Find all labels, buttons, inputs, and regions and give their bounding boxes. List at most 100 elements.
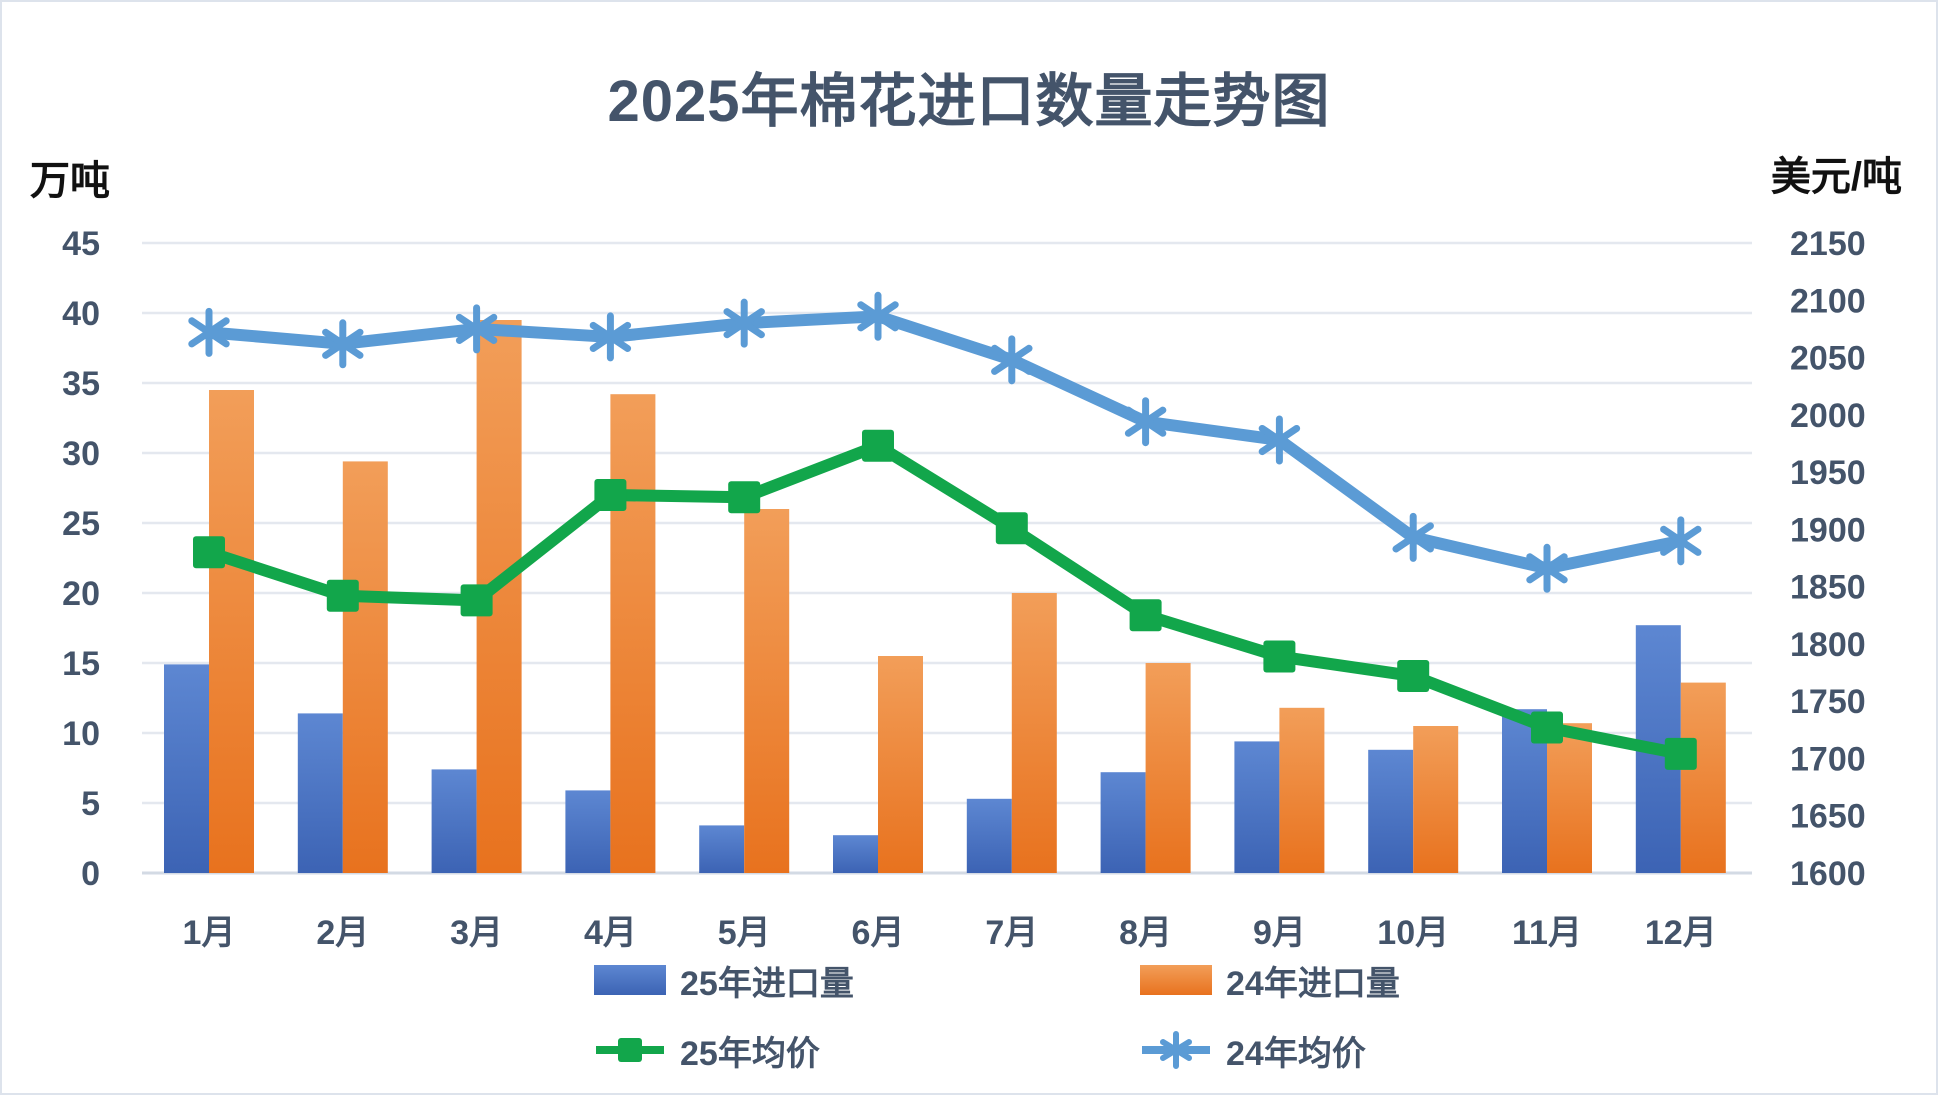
marker-24-price-asterisk xyxy=(589,312,632,362)
marker-24-price-asterisk xyxy=(188,307,230,357)
x-axis-label: 9月 xyxy=(1253,914,1306,952)
bar-24-import xyxy=(610,394,656,873)
marker-25-price-square xyxy=(995,512,1028,545)
bar-25-import xyxy=(565,790,611,873)
bar-25-import xyxy=(699,825,745,873)
x-axis-label: 12月 xyxy=(1645,914,1717,952)
marker-25-price-square xyxy=(1129,599,1162,632)
right-axis-tick: 1600 xyxy=(1790,855,1866,893)
marker-25-price-square xyxy=(1664,737,1697,770)
right-axis-tick: 2150 xyxy=(1790,225,1866,263)
legend-swatch-24-price-line xyxy=(1142,1031,1210,1069)
x-axis-label: 4月 xyxy=(584,914,637,952)
marker-25-price-square xyxy=(193,536,225,569)
x-axis-label: 1月 xyxy=(183,914,236,952)
bar-25-import xyxy=(164,664,209,873)
legend-label: 24年均价 xyxy=(1226,1034,1366,1073)
left-axis-tick: 45 xyxy=(62,225,100,263)
line-24-price xyxy=(203,310,1687,575)
legend-label: 25年均价 xyxy=(680,1034,820,1073)
right-axis-tick: 2100 xyxy=(1790,282,1866,320)
bar-24-import xyxy=(342,461,388,873)
bar-24-import xyxy=(209,390,254,873)
legend-swatch-25-price-line xyxy=(596,1038,664,1062)
chart-title: 2025年棉花进口数量走势图 xyxy=(607,69,1331,134)
bar-24-import xyxy=(878,656,923,873)
x-axis-label: 6月 xyxy=(852,914,905,952)
left-axis-tick: 15 xyxy=(62,645,100,683)
marker-25-price-square xyxy=(460,584,493,617)
marker-24-price-asterisk xyxy=(455,304,498,354)
marker-24-price-asterisk xyxy=(1258,415,1301,465)
legend-asterisk-marker-icon xyxy=(1160,1031,1192,1069)
bar-25-import xyxy=(431,769,477,873)
marker-25-price-square xyxy=(728,481,761,514)
line-25-price xyxy=(203,439,1687,760)
bar-24-import xyxy=(1547,723,1592,873)
bar-24-import xyxy=(1011,593,1057,873)
legend-square-marker-icon xyxy=(618,1038,642,1062)
bar-25-import xyxy=(1100,772,1146,873)
bar-25-import xyxy=(833,835,878,873)
x-axis-label: 11月 xyxy=(1512,914,1582,952)
legend-item-24-import: 24年进口量 xyxy=(1140,958,1400,1003)
legend-item-25-price: 25年均价 xyxy=(594,1028,820,1073)
bar-25-import xyxy=(966,798,1012,873)
gridlines xyxy=(142,241,1752,875)
left-axis-tick: 10 xyxy=(62,715,100,753)
right-axis-tick: 1650 xyxy=(1790,798,1866,836)
legend-swatch-25-import-bar xyxy=(594,965,666,995)
x-axis-label: 8月 xyxy=(1119,914,1172,952)
line-series xyxy=(188,291,1702,770)
bar-24-import xyxy=(1279,707,1325,873)
marker-24-price-asterisk xyxy=(1660,516,1702,566)
marker-24-price-asterisk xyxy=(1392,512,1434,562)
legend-label: 24年进口量 xyxy=(1226,964,1400,1003)
bar-25-import xyxy=(1234,741,1280,873)
bar-series xyxy=(164,320,1726,873)
left-axis-tick: 0 xyxy=(81,855,100,893)
legend-label: 25年进口量 xyxy=(680,964,854,1003)
axis-tick-labels: 0 5 10 15 20 25 30 35 40 45 1600 1650 1700 1750 1800 18… xyxy=(62,225,1865,952)
marker-25-price-square xyxy=(1263,640,1296,673)
right-axis-tick: 1900 xyxy=(1790,511,1866,549)
x-axis-label: 3月 xyxy=(450,914,503,952)
bar-24-import xyxy=(1680,682,1726,873)
left-axis-tick: 5 xyxy=(81,785,100,823)
left-axis-unit-label: 万吨 xyxy=(30,159,110,203)
x-axis-label: 7月 xyxy=(985,914,1038,952)
marker-25-price-square xyxy=(1531,711,1563,744)
x-axis-label: 10月 xyxy=(1377,914,1449,952)
marker-25-price-square xyxy=(862,429,894,462)
legend-swatch-24-import-bar xyxy=(1140,965,1212,995)
marker-25-price-square xyxy=(326,579,359,612)
bar-25-import xyxy=(1368,749,1414,873)
marker-24-price-asterisk xyxy=(991,335,1033,385)
left-axis-tick: 25 xyxy=(62,505,100,543)
right-axis-tick: 1850 xyxy=(1790,569,1866,607)
right-axis-tick: 1700 xyxy=(1790,740,1866,778)
left-axis-tick: 20 xyxy=(62,575,100,613)
right-axis-tick: 2050 xyxy=(1790,340,1866,378)
marker-25-price-square xyxy=(1397,659,1430,692)
bar-24-import xyxy=(744,509,790,873)
right-axis-tick: 1800 xyxy=(1790,626,1866,664)
legend-item-25-import: 25年进口量 xyxy=(594,958,854,1003)
marker-24-price-asterisk xyxy=(322,319,364,369)
marker-25-price-square xyxy=(594,479,627,511)
left-axis-tick: 30 xyxy=(62,435,100,473)
marker-24-price-asterisk xyxy=(723,298,765,348)
bar-24-import xyxy=(1145,663,1191,873)
right-axis-tick: 1950 xyxy=(1790,454,1866,492)
x-axis-label: 2月 xyxy=(316,914,369,952)
bar-24-import xyxy=(1413,726,1459,873)
left-axis-tick: 35 xyxy=(62,365,100,403)
right-axis-unit-label: 美元/吨 xyxy=(1770,155,1902,199)
right-axis-tick: 2000 xyxy=(1790,397,1866,435)
right-axis-tick: 1750 xyxy=(1790,683,1866,721)
marker-24-price-asterisk xyxy=(857,291,899,341)
legend-item-24-price: 24年均价 xyxy=(1140,1028,1366,1073)
marker-24-price-asterisk xyxy=(1124,397,1167,447)
